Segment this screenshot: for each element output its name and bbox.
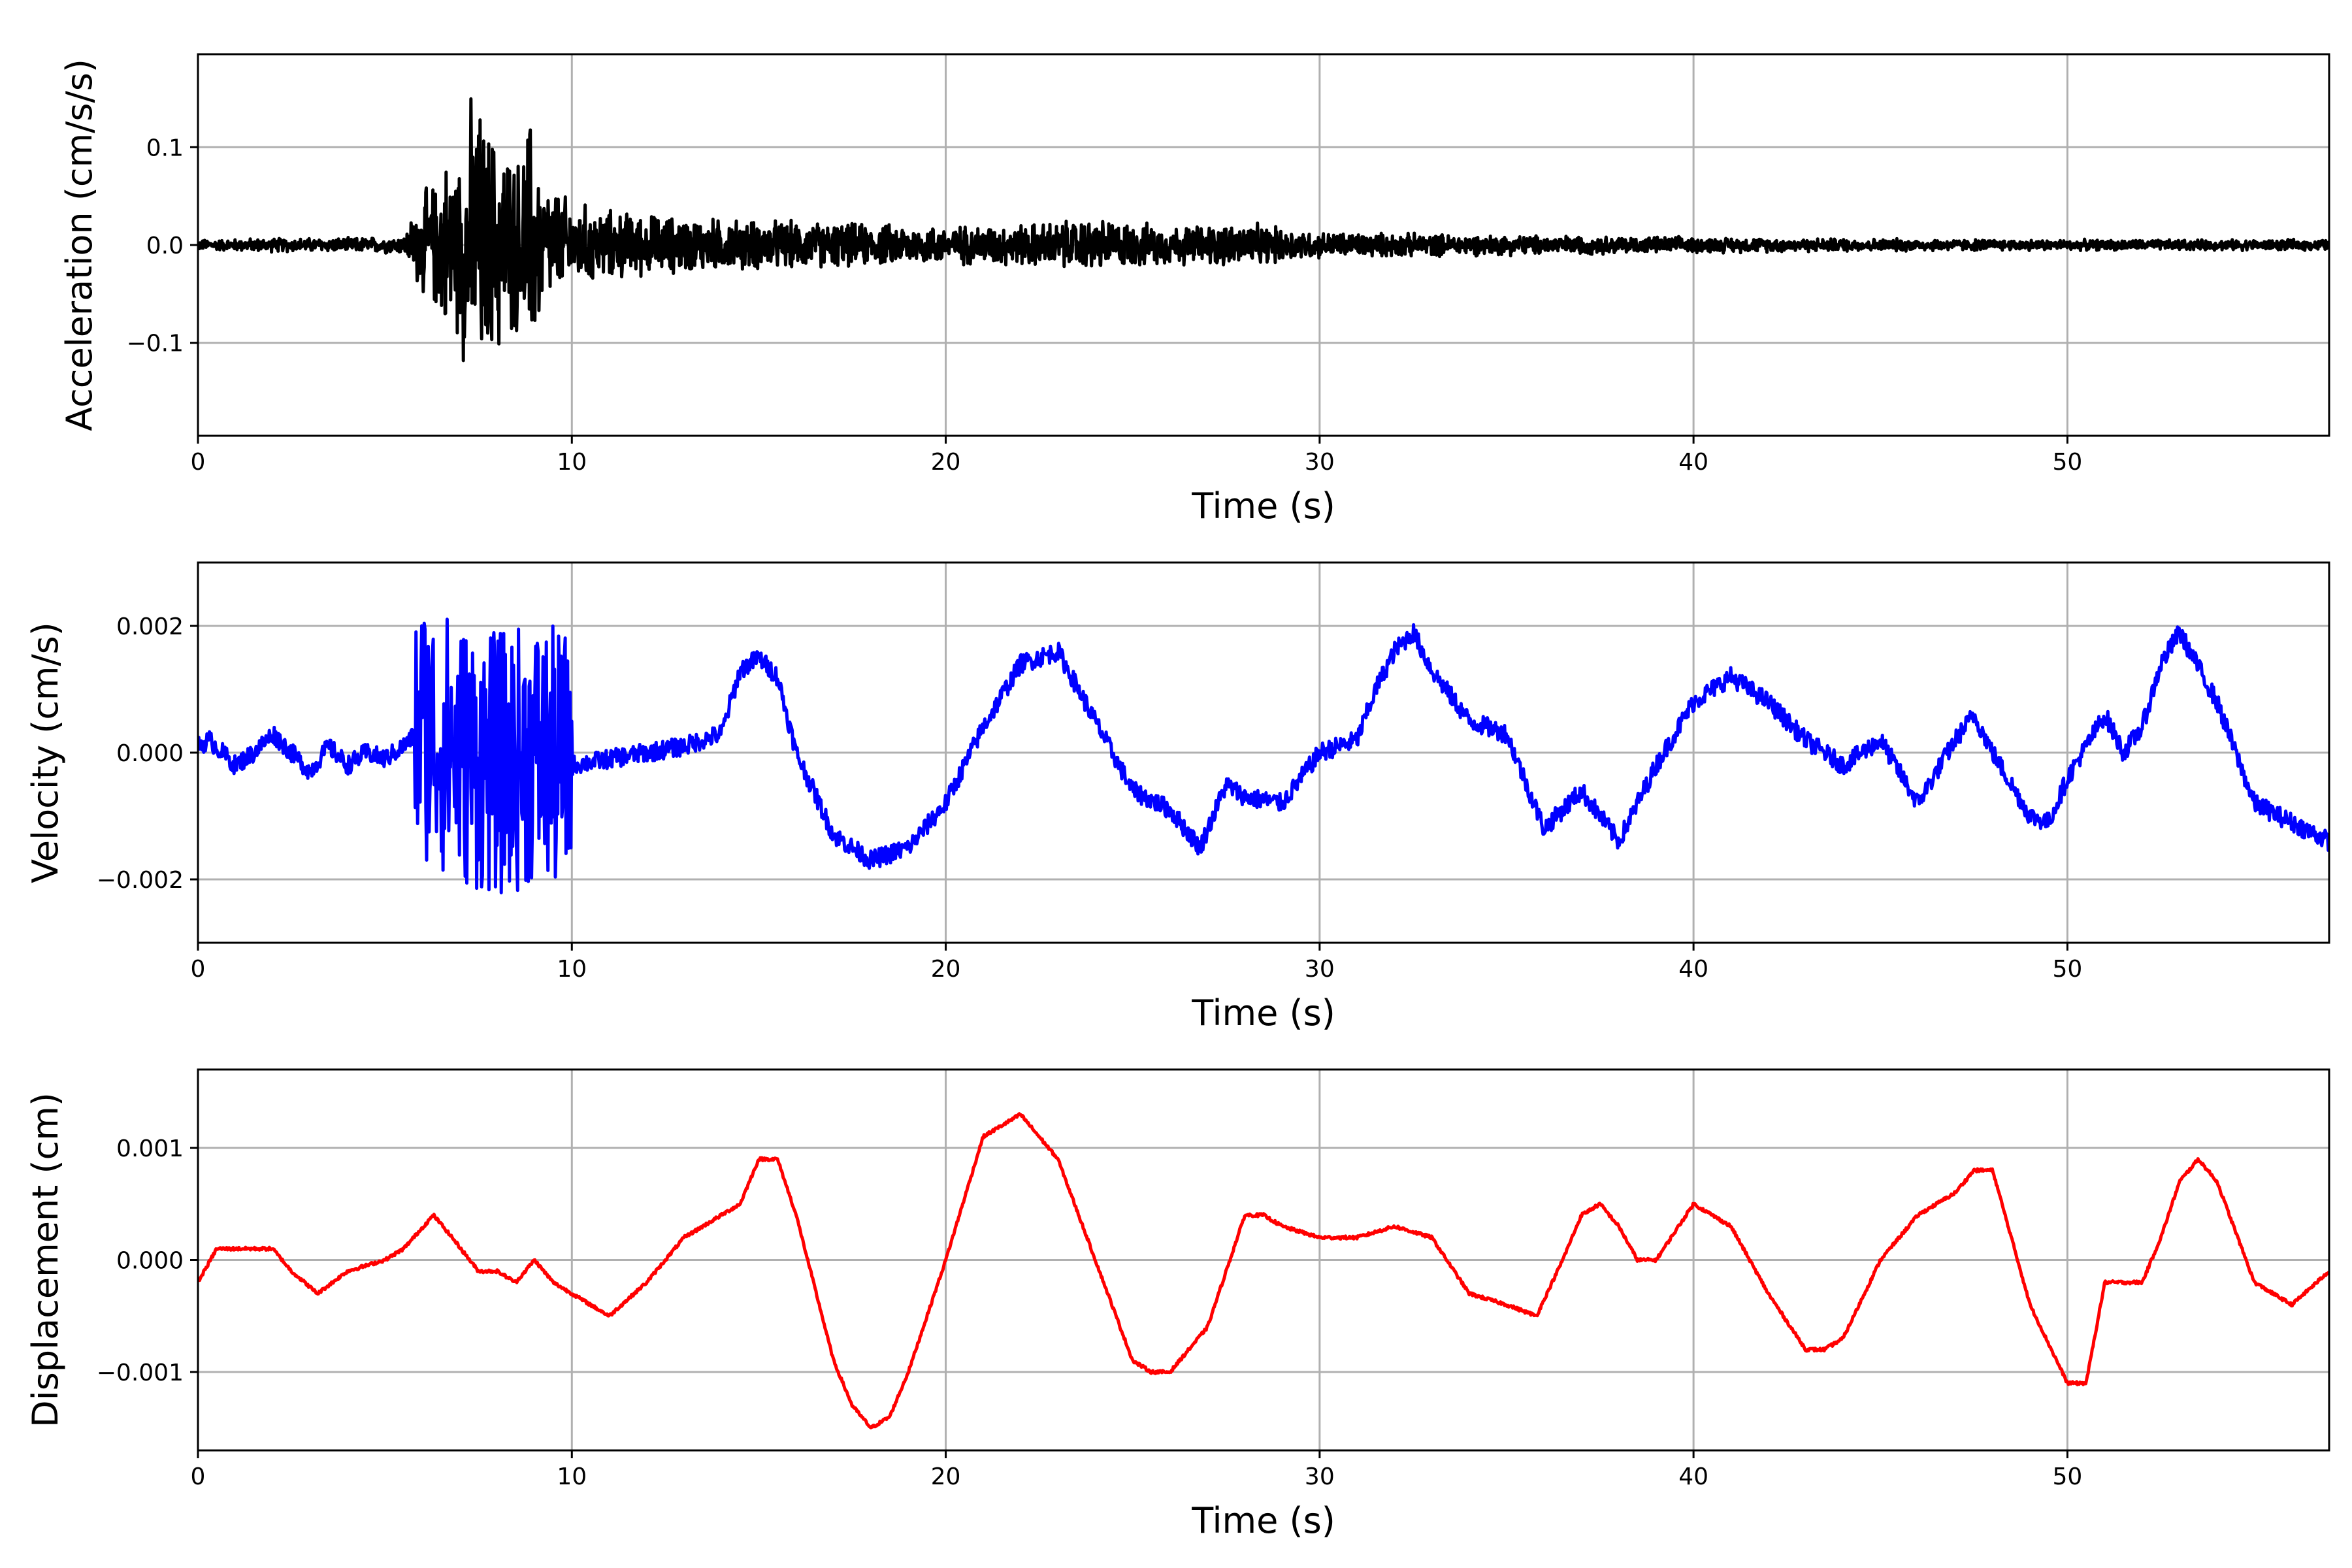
velocity-y-tick-label: 0.000 [116,740,184,767]
acceleration-x-axis-label: Time (s) [1191,485,1335,527]
displacement-x-tick-label: 20 [931,1463,961,1490]
displacement-y-tick-label: 0.001 [116,1135,184,1162]
acceleration-y-tick-label: −0.1 [127,331,184,357]
displacement-x-tick-label: 40 [1678,1463,1708,1490]
displacement-x-tick-label: 0 [191,1463,206,1490]
velocity-panel: 0 10 20 30 40 50 −0.002 0.000 0.002 Time (s) Veloc… [25,561,2330,1034]
displacement-series-line [198,1112,2329,1429]
acceleration-panel: 0 10 20 30 40 50 −0.1 0.0 0.1 Time (s) Acceleratio… [59,53,2330,527]
velocity-y-tick-label: −0.002 [97,867,184,894]
displacement-y-tick-label: −0.001 [97,1360,184,1386]
acceleration-y-tick-label: 0.0 [146,233,184,259]
displacement-y-tick-label: 0.000 [116,1248,184,1275]
velocity-series-line [198,617,2329,894]
displacement-x-axis-label: Time (s) [1191,1500,1335,1541]
velocity-x-tick-label: 20 [931,956,961,983]
velocity-x-tick-label: 10 [557,956,587,983]
acceleration-x-tick-label: 0 [191,449,206,476]
displacement-x-tick-label: 10 [557,1463,587,1490]
velocity-x-tick-label: 40 [1678,956,1708,983]
displacement-x-tick-label: 50 [2052,1463,2082,1490]
displacement-x-tick-label: 30 [1305,1463,1335,1490]
velocity-y-axis-label: Velocity (cm/s) [25,622,66,883]
acceleration-x-tick-label: 10 [557,449,587,476]
acceleration-x-tick-label: 50 [2052,449,2082,476]
velocity-x-tick-label: 30 [1305,956,1335,983]
acceleration-x-tick-label: 30 [1305,449,1335,476]
acceleration-x-tick-label: 20 [931,449,961,476]
acceleration-y-axis-label: Acceleration (cm/s/s) [59,59,100,431]
velocity-x-axis-label: Time (s) [1191,992,1335,1034]
displacement-panel: 0 10 20 30 40 50 −0.001 0.000 0.001 Time (s) Displ… [25,1068,2330,1541]
acceleration-x-tick-label: 40 [1678,449,1708,476]
acceleration-y-tick-label: 0.1 [146,135,184,161]
displacement-y-axis-label: Displacement (cm) [25,1092,66,1428]
velocity-x-tick-label: 0 [191,956,206,983]
velocity-x-tick-label: 50 [2052,956,2082,983]
velocity-y-tick-label: 0.002 [116,613,184,640]
acceleration-series-line [198,97,2329,363]
